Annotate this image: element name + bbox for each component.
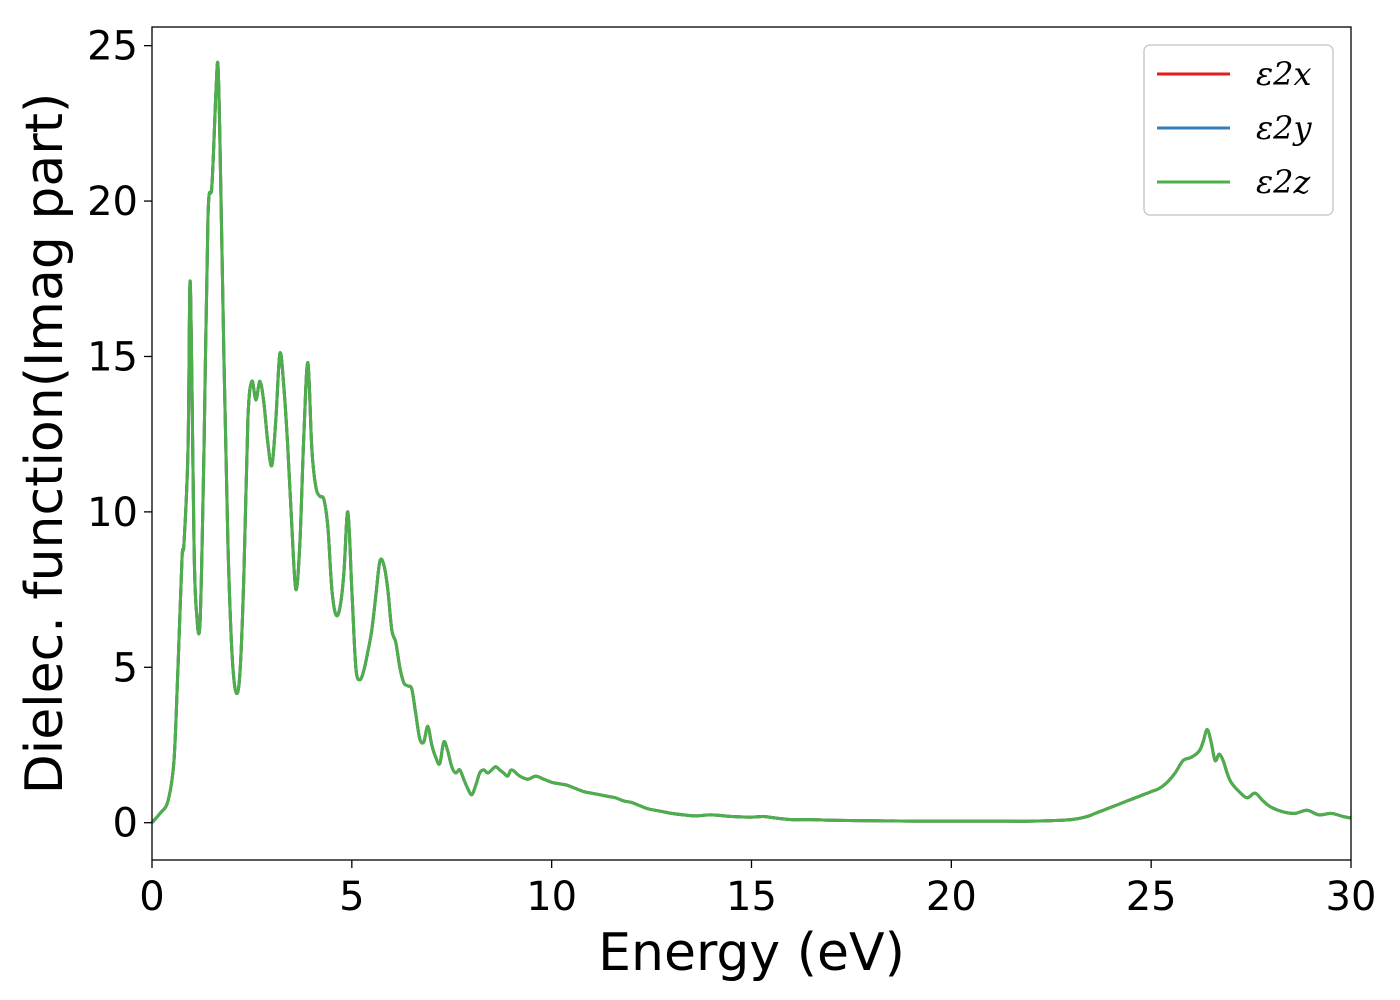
x-tick-label: 0 <box>139 874 164 920</box>
legend-label-2: ε2z <box>1256 163 1312 201</box>
x-tick-label: 25 <box>1126 874 1177 920</box>
legend-label-1: ε2y <box>1256 109 1313 147</box>
series-line-2 <box>150 60 1352 824</box>
x-tick-label: 15 <box>726 874 777 920</box>
x-axis-label: Energy (eV) <box>598 923 905 983</box>
legend-label-0: ε2x <box>1256 55 1312 93</box>
x-tick-label: 10 <box>526 874 577 920</box>
y-axis-label: Dielec. function(Imag part) <box>15 93 75 795</box>
x-tick-label: 30 <box>1326 874 1377 920</box>
y-tick-label: 20 <box>87 179 138 225</box>
y-tick-label: 5 <box>113 645 138 691</box>
y-tick-label: 10 <box>87 490 138 536</box>
legend-box <box>1143 44 1334 216</box>
x-tick-label: 5 <box>339 874 364 920</box>
y-tick-label: 25 <box>87 24 138 70</box>
legend: ε2x ε2y ε2z <box>1143 44 1334 216</box>
y-tick-label: 15 <box>87 334 138 380</box>
y-tick-label: 0 <box>113 801 138 847</box>
x-tick-label: 20 <box>926 874 977 920</box>
